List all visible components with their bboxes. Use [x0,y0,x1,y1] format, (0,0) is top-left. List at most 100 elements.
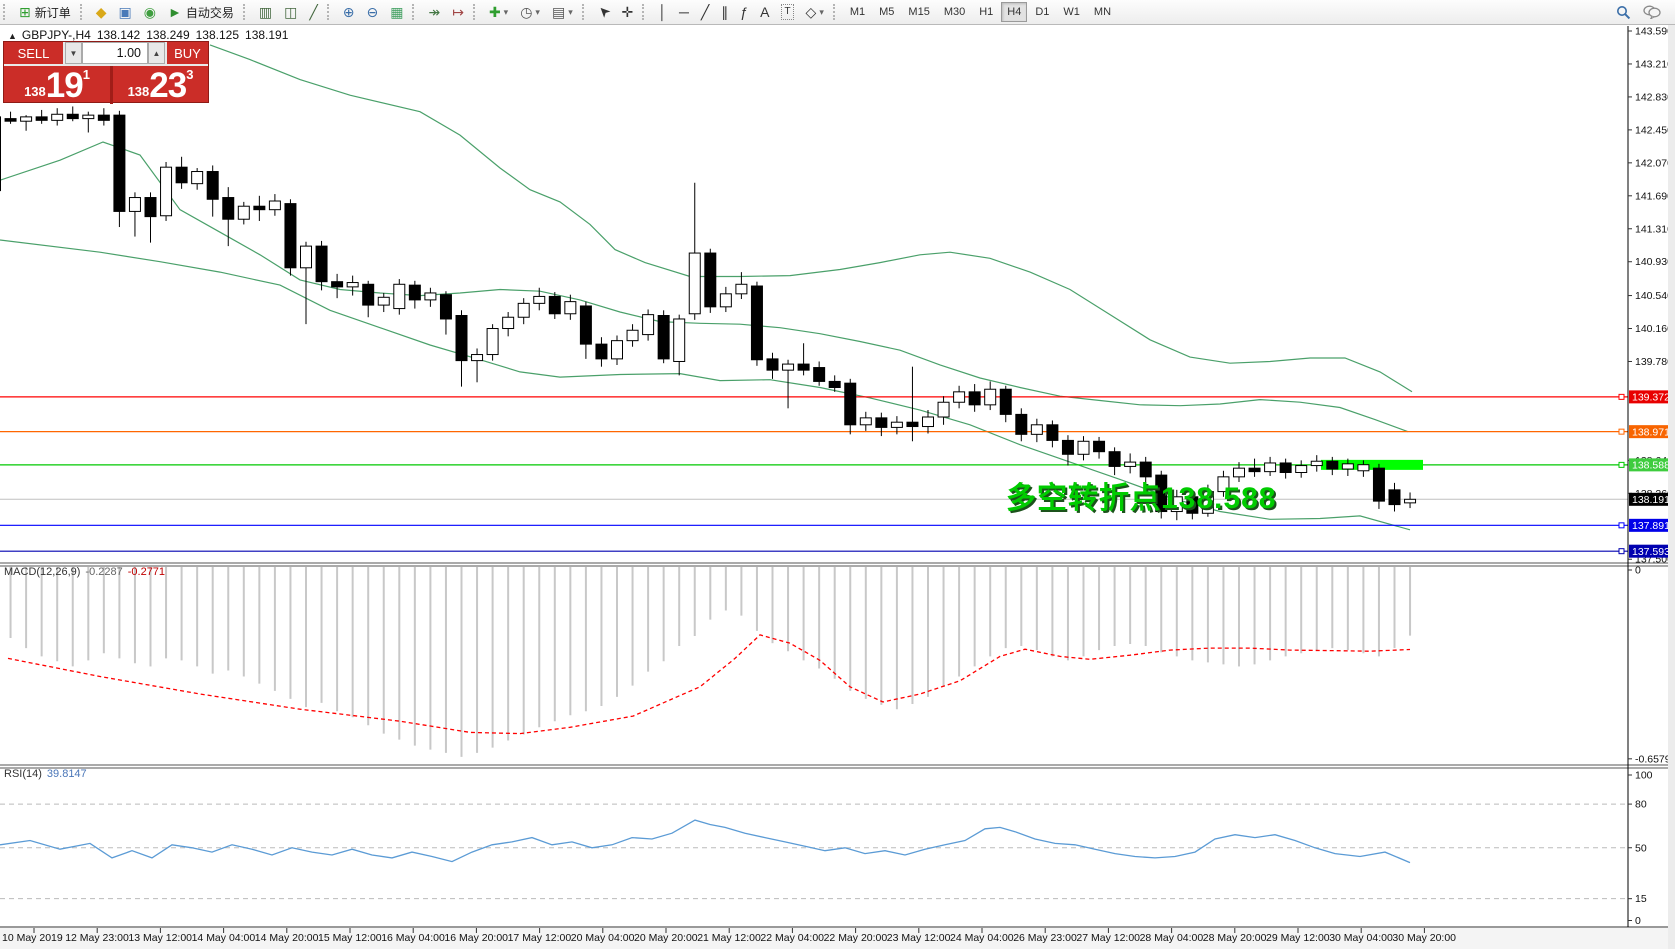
candle [455,310,468,387]
buy-price-pips: 23 [149,66,187,105]
timeframe-d1[interactable]: D1 [1035,6,1050,18]
level-anchor[interactable] [1618,428,1625,435]
line-chart-icon[interactable]: ╱ [309,4,318,20]
candle [1279,458,1292,479]
symbol-label: GBPJPY-,H4 [21,28,91,42]
candle [20,115,33,131]
time-label: 30 May 20:00 [1392,932,1456,944]
candle [346,275,359,296]
indicators-icon[interactable]: ✚ ▾ [488,4,509,20]
candle [844,378,857,435]
candle [393,279,406,315]
svg-text:137.891: 137.891 [1632,520,1670,532]
zoom-in-icon[interactable]: ⊕ [342,4,355,20]
shapes-icon[interactable]: ◇ ▾ [805,4,824,20]
tile-windows-icon[interactable]: ▦ [390,4,404,20]
candle [1124,453,1137,474]
time-label: 24 May 04:00 [950,932,1014,944]
auto-trading-button[interactable]: ► 自动交易 [167,4,234,20]
candlestick-chart-icon[interactable]: ◫ [284,4,298,20]
candle [300,241,312,325]
templates-icon[interactable]: ▤ ▾ [551,4,573,20]
cursor-icon[interactable]: ➤ [593,2,614,22]
auto-scroll-icon[interactable]: ↠ [428,4,441,20]
vertical-line-icon[interactable]: │ [658,4,667,20]
candle [51,108,64,126]
timeframe-m15[interactable]: M15 [908,6,930,18]
timeframe-h1[interactable]: H1 [979,6,994,18]
level-anchor[interactable] [1618,393,1625,400]
price-tick: 143.210 [1635,58,1673,70]
crosshair-icon[interactable]: ✛ [621,4,634,20]
periods-icon[interactable]: ◷ ▾ [520,4,540,20]
timeframe-w1[interactable]: W1 [1063,6,1080,18]
candle [160,161,173,221]
time-scale[interactable] [0,928,1628,949]
volume-decrease-button[interactable]: ▼ [65,42,82,64]
candle [1404,492,1417,509]
highlight-segment[interactable] [1321,459,1423,470]
chart-shift-icon[interactable]: ↦ [452,4,464,20]
candle [968,384,981,412]
bar-chart-icon[interactable]: ▥ [258,4,273,20]
toolbar-grip [326,4,334,20]
chart-header: ▲ GBPJPY-,H4 138.142 138.249 138.125 138.191 [8,28,294,42]
middle-band [0,141,1409,433]
horizontal-line-icon[interactable]: ─ [678,4,689,20]
time-label: 16 May 20:00 [444,932,508,944]
candle [191,168,204,190]
candle [797,343,810,376]
candle [1388,482,1401,512]
text-label-icon[interactable]: T [776,1,798,23]
volume-increase-button[interactable]: ▲ [148,42,165,64]
candle [1372,463,1385,509]
candle [82,111,95,133]
candle [0,116,1,192]
candle [331,273,344,299]
level-anchor[interactable] [1618,548,1625,555]
macd-label: MACD(12,26,9) -0.2287 -0.2771 [4,566,166,578]
time-label: 28 May 20:00 [1203,932,1267,944]
candle [1310,455,1323,472]
level-anchor[interactable] [1618,522,1625,529]
rsi-scale-label: 0 [1635,915,1641,927]
trendline-icon[interactable]: ╱ [700,4,710,20]
candle [1186,491,1199,520]
timeframe-m30[interactable]: M30 [943,6,966,18]
timeframe-mn[interactable]: MN [1093,6,1112,18]
candle [595,337,608,367]
buy-price[interactable]: 138 23 3 [113,66,208,104]
text-icon[interactable]: A [760,4,770,20]
sell-button[interactable]: SELL [4,42,65,64]
sell-price-figure: 138 [24,84,46,99]
time-label: 12 May 23:00 [65,932,129,944]
price-tick: 141.690 [1635,190,1673,202]
candle [1264,456,1277,476]
timeframe-m1[interactable]: M1 [849,6,866,18]
zoom-out-icon[interactable]: ⊖ [366,4,379,20]
data-window-icon[interactable]: ▣ [118,4,132,20]
signals-icon[interactable]: ◉ [143,4,156,20]
candle [1233,462,1245,483]
channel-icon[interactable]: ∥ [721,4,729,20]
annotation-text: 多空转折点138.588 [1006,482,1277,515]
fibonacci-icon[interactable]: ƒ [740,4,749,20]
level-anchor[interactable] [1618,461,1625,468]
search-icon[interactable] [1616,5,1631,20]
buy-button[interactable]: BUY [165,42,208,64]
time-label: 15 May 12:00 [318,932,382,944]
volume-input[interactable]: 1.00 [82,42,148,64]
price-tick: 142.830 [1635,91,1673,103]
collapse-icon[interactable]: ▲ [8,31,17,41]
time-label: 20 May 20:00 [634,932,698,944]
timeframe-m5[interactable]: M5 [879,6,895,18]
chat-icon[interactable] [1643,5,1661,19]
new-order-button[interactable]: ⊞ 新订单 [19,4,71,20]
market-watch-icon[interactable]: ◆ [95,4,107,20]
candle [875,412,888,437]
price-tick: 141.310 [1635,223,1673,235]
sell-price[interactable]: 138 19 1 [4,66,113,104]
timeframe-h4[interactable]: H4 [1001,2,1028,22]
ohlc-high: 138.249 [146,28,190,42]
